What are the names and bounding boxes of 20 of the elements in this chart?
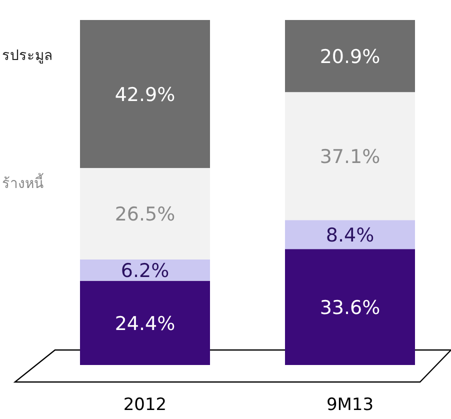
data-label: 42.9% [114,84,176,106]
bar [285,220,415,250]
bar [285,92,415,220]
data-label: 6.2% [120,260,170,282]
data-label: 33.6% [320,297,380,320]
data-label: 24.4% [114,312,176,335]
bar [285,249,415,365]
bar [80,280,210,365]
data-label: 26.5% [114,204,176,226]
annotation: ร้างหนี้ [2,173,44,192]
x-tick-label: 9M13 [326,395,374,415]
bar [285,20,415,92]
bar [80,168,210,260]
data-label: 20.9% [320,46,380,68]
x-tick-label: 2012 [123,395,167,415]
data-label: 8.4% [326,224,374,247]
bar [80,20,210,168]
bar [80,259,210,281]
data-label: 37.1% [320,146,380,168]
annotation: รประมูล [2,48,53,64]
